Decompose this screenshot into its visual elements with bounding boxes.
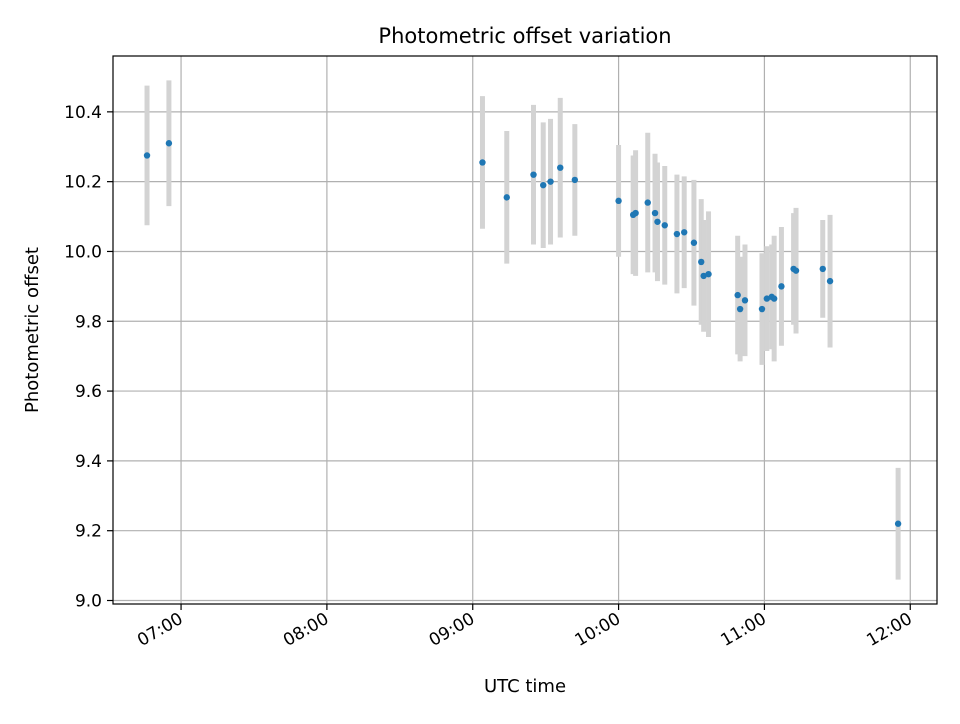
data-point [698,258,705,266]
data-point [736,305,744,313]
plot-frame [112,55,938,605]
data-point [792,267,800,274]
data-point [778,283,785,290]
data-point [557,164,564,171]
data-point [763,295,771,302]
data-point [681,229,688,236]
data-point [654,218,661,225]
data-point [661,222,668,229]
y-tick-label: 9.2 [75,522,102,542]
data-point [700,272,707,280]
y-tick-label: 10.2 [64,173,102,193]
data-point [615,197,622,205]
y-tick-label: 9.4 [75,452,102,472]
y-axis-label: Photometric offset [22,247,43,413]
data-point [165,140,173,147]
data-point [770,295,778,302]
data-point [673,230,681,238]
data-point [894,520,902,527]
y-tick-label: 10.0 [64,242,102,262]
data-point [479,159,486,166]
y-tick-label: 10.4 [64,103,102,123]
data-point [826,277,834,285]
data-point [819,265,826,273]
y-tick-label: 9.0 [75,592,102,612]
grid-layer [113,56,937,604]
point-layer [143,140,902,527]
y-tick-label: 9.8 [75,312,102,332]
data-point [741,297,749,304]
data-point [632,209,639,217]
y-tick-label: 9.6 [75,382,102,402]
data-point [734,291,741,299]
chart-title: Photometric offset variation [378,24,671,48]
data-point [503,194,510,201]
data-point [644,199,651,206]
data-point [530,171,537,178]
data-point [547,178,554,185]
x-axis-label: UTC time [484,676,566,697]
data-point [758,305,766,313]
data-point [705,270,712,278]
data-point [690,239,698,246]
data-point [571,176,579,184]
data-point [540,181,547,189]
data-point [651,209,659,217]
data-point [143,152,151,159]
